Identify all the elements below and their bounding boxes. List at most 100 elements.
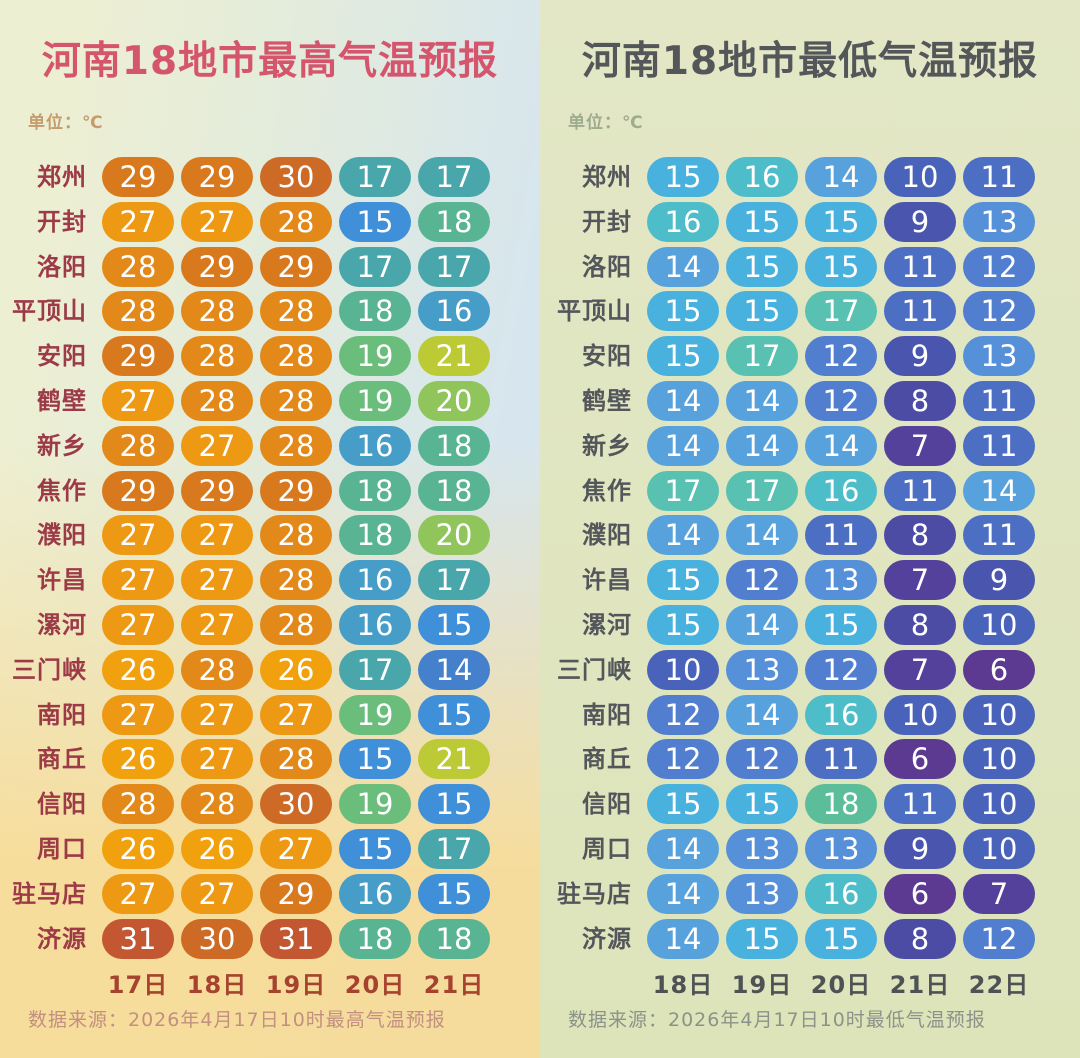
table-row: 信阳 15 15 18 11 10 — [540, 784, 1080, 825]
temp-pill: 13 — [726, 873, 798, 914]
temp-pill: 27 — [181, 873, 253, 914]
table-row: 洛阳 28 29 29 17 17 — [0, 246, 540, 287]
table-row: 南阳 27 27 27 19 15 — [0, 694, 540, 735]
temp-pill: 28 — [260, 560, 332, 601]
temp-pill: 27 — [102, 380, 174, 421]
temp-pill: 9 — [963, 560, 1035, 601]
table-row: 郑州 15 16 14 10 11 — [540, 157, 1080, 197]
temp-pill: 29 — [102, 470, 174, 511]
temp-pill: 11 — [884, 784, 956, 825]
temp-pill: 14 — [726, 380, 798, 421]
city-label: 漯河 — [37, 610, 87, 639]
temp-pill: 9 — [884, 828, 956, 869]
table-row: 驻马店 14 13 16 6 7 — [540, 873, 1080, 914]
city-label: 安阳 — [37, 342, 87, 371]
temp-pill: 15 — [647, 157, 719, 197]
temp-pill: 13 — [726, 828, 798, 869]
temp-pill: 15 — [805, 201, 877, 242]
temp-pill: 28 — [102, 246, 174, 287]
temp-pill: 18 — [339, 515, 411, 556]
temp-pill: 16 — [805, 873, 877, 914]
city-label: 新乡 — [582, 431, 632, 460]
temp-pill: 12 — [726, 739, 798, 780]
temp-pill: 15 — [647, 336, 719, 377]
date-label: 20日 — [344, 971, 406, 1000]
table-row: 漯河 27 27 28 16 15 — [0, 604, 540, 645]
city-label: 洛阳 — [37, 252, 87, 281]
temp-pill: 14 — [647, 918, 719, 959]
temp-pill: 6 — [884, 739, 956, 780]
table-row: 许昌 15 12 13 7 9 — [540, 560, 1080, 601]
temp-pill: 15 — [726, 246, 798, 287]
temp-pill: 15 — [647, 291, 719, 332]
temp-pill: 18 — [339, 470, 411, 511]
temp-pill: 28 — [181, 784, 253, 825]
temp-pill: 26 — [102, 739, 174, 780]
temp-pill: 11 — [805, 515, 877, 556]
max-temp-unit-label: 单位：℃ — [28, 113, 104, 133]
temp-pill: 27 — [102, 873, 174, 914]
min-temp-title: 河南18地市最低气温预报 — [581, 39, 1039, 84]
min-temp-unit-label: 单位：℃ — [568, 113, 644, 133]
temp-pill: 10 — [963, 694, 1035, 735]
temp-pill: 17 — [726, 336, 798, 377]
date-row: 18日 19日 20日 21日 22日 — [540, 965, 1080, 1001]
table-row: 开封 16 15 15 9 13 — [540, 201, 1080, 242]
min-temp-grid: 郑州 15 16 14 10 11 开封 16 15 15 9 13 洛阳 14 15 15 11 12 平顶山 15… — [540, 157, 1080, 1005]
temp-pill: 10 — [963, 828, 1035, 869]
temp-pill: 17 — [418, 560, 490, 601]
temp-pill: 12 — [726, 560, 798, 601]
temp-pill: 31 — [102, 918, 174, 959]
temp-pill: 30 — [181, 918, 253, 959]
table-row: 安阳 15 17 12 9 13 — [540, 336, 1080, 377]
date-label: 17日 — [107, 971, 169, 1000]
temp-pill: 26 — [181, 828, 253, 869]
temp-pill: 12 — [805, 380, 877, 421]
temp-pill: 15 — [647, 560, 719, 601]
temp-pill: 11 — [963, 157, 1035, 197]
temp-pill: 14 — [805, 425, 877, 466]
temp-pill: 13 — [726, 649, 798, 690]
temp-pill: 27 — [260, 828, 332, 869]
temp-pill: 18 — [339, 291, 411, 332]
city-label: 鹤壁 — [37, 386, 87, 415]
temp-pill: 11 — [963, 380, 1035, 421]
temp-pill: 11 — [963, 515, 1035, 556]
city-label: 周口 — [582, 834, 632, 863]
date-row: 17日 18日 19日 20日 21日 — [0, 965, 540, 1001]
temp-pill: 27 — [102, 201, 174, 242]
city-label: 郑州 — [582, 163, 632, 191]
temp-pill: 29 — [260, 246, 332, 287]
temp-pill: 14 — [647, 425, 719, 466]
city-label: 济源 — [582, 924, 632, 953]
table-row: 商丘 12 12 11 6 10 — [540, 739, 1080, 780]
temp-pill: 18 — [418, 425, 490, 466]
city-label: 郑州 — [37, 163, 87, 191]
temp-pill: 28 — [102, 784, 174, 825]
temp-pill: 28 — [260, 291, 332, 332]
city-label: 周口 — [37, 834, 87, 863]
temp-pill: 19 — [339, 380, 411, 421]
temp-pill: 9 — [884, 201, 956, 242]
temp-pill: 28 — [260, 380, 332, 421]
table-row: 鹤壁 14 14 12 8 11 — [540, 380, 1080, 421]
temp-pill: 28 — [102, 425, 174, 466]
date-label: 21日 — [889, 971, 951, 1000]
table-row: 济源 14 15 15 8 12 — [540, 918, 1080, 959]
temp-pill: 19 — [339, 784, 411, 825]
temp-pill: 11 — [884, 246, 956, 287]
temp-pill: 18 — [418, 918, 490, 959]
temp-pill: 15 — [726, 201, 798, 242]
temp-pill: 18 — [339, 918, 411, 959]
temp-pill: 20 — [418, 380, 490, 421]
city-label: 南阳 — [582, 700, 632, 729]
temp-pill: 12 — [805, 649, 877, 690]
temp-pill: 28 — [260, 425, 332, 466]
temp-pill: 15 — [726, 784, 798, 825]
table-row: 漯河 15 14 15 8 10 — [540, 604, 1080, 645]
table-row: 济源 31 30 31 18 18 — [0, 918, 540, 959]
city-label: 新乡 — [37, 431, 87, 460]
temp-pill: 28 — [260, 739, 332, 780]
temp-pill: 14 — [726, 515, 798, 556]
